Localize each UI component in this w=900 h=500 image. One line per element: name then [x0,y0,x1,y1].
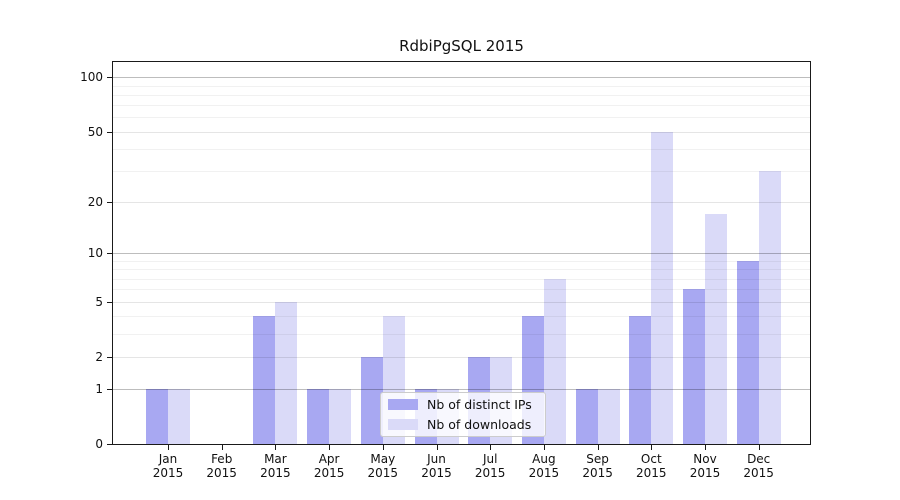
y-tick [107,202,112,203]
x-tick [221,445,223,450]
x-tick-label: Jul 2015 [474,452,506,480]
gridline-minor [113,171,810,173]
x-tick [490,445,492,450]
x-tick-label: Jun 2015 [421,452,452,480]
gridline-1 [113,388,810,390]
x-tick-label: May 2015 [367,452,399,480]
y-tick [107,131,112,133]
x-tick [382,445,384,450]
bar-downloads [543,278,566,444]
gridline-20 [113,202,810,203]
legend-row-downloads: Nb of downloads [381,415,545,435]
x-tick-label: Jan 2015 [152,452,184,480]
bar-downloads [168,388,190,444]
bar-downloads [329,388,352,444]
bar-distinct-ips [307,388,330,444]
bar-distinct-ips [146,388,168,444]
bar-distinct-ips [575,388,598,444]
x-tick [758,445,760,450]
x-tick-label: Sep 2015 [582,452,613,480]
y-tick-label: 100 [80,70,103,85]
x-tick [705,445,706,450]
legend-swatch-distinct-ips [388,399,418,410]
legend-row-distinct-ips: Nb of distinct IPs [381,395,545,415]
y-tick-label: 20 [87,195,103,209]
y-tick [107,253,112,255]
bar-distinct-ips [360,356,383,444]
gridline-minor [113,85,810,87]
bar-downloads [597,388,620,444]
y-tick [107,77,112,79]
x-tick [597,445,599,450]
gridline-5 [113,301,810,303]
y-tick [107,444,112,445]
x-tick-label: Mar 2015 [260,452,291,480]
y-tick-label: 5 [95,294,103,309]
gridline-minor [113,117,810,119]
y-tick-label: 2 [95,349,103,364]
plot-area [112,61,811,445]
x-tick [436,445,438,450]
gridline-2 [113,356,810,358]
gridline-minor [113,289,810,291]
x-tick-label: Feb 2015 [206,452,237,480]
gridline-10 [113,253,810,255]
x-tick-label: Apr 2015 [313,452,345,480]
legend-label-downloads: Nb of downloads [427,416,532,432]
y-tick-label: 0 [95,437,103,451]
x-tick [329,445,331,450]
bar-downloads [705,214,727,444]
y-tick [107,301,112,303]
gridline-50 [113,131,810,133]
x-tick-label: Aug 2015 [528,452,560,480]
gridline-minor [113,278,810,280]
legend-swatch-downloads [388,419,418,430]
bar-distinct-ips [736,261,759,444]
gridline-minor [113,148,810,150]
x-tick [168,445,169,450]
bar-downloads [275,301,298,444]
bar-distinct-ips [683,289,705,444]
gridline-minor [113,316,810,318]
gridline-minor [113,105,810,107]
x-tick-label: Nov 2015 [689,452,721,480]
gridline-100 [113,77,810,79]
bar-downloads [651,131,674,444]
gridline-minor [113,261,810,262]
x-tick [275,445,277,450]
y-tick [107,388,112,390]
legend: Nb of distinct IPs Nb of downloads [380,392,546,437]
bar-distinct-ips [629,316,652,444]
x-tick-label: Oct 2015 [636,452,667,480]
gridline-minor [113,269,810,271]
gridline-minor [113,94,810,96]
gridline-minor [113,333,810,335]
bar-downloads [758,171,781,444]
bar-distinct-ips [253,316,276,444]
x-tick [651,445,653,450]
y-tick-label: 10 [87,246,103,261]
x-tick [543,445,545,450]
chart-title: RdbiPgSQL 2015 [399,37,524,55]
legend-label-distinct-ips: Nb of distinct IPs [427,396,532,412]
y-tick-label: 50 [87,124,103,139]
y-tick [107,356,112,358]
x-tick-label: Dec 2015 [743,452,774,480]
y-tick-label: 1 [95,381,103,396]
